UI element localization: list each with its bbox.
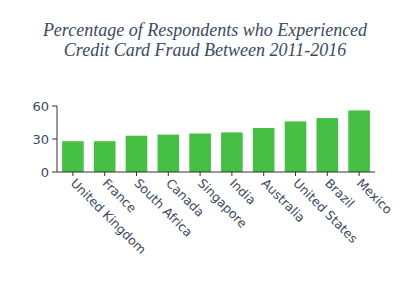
y-tick	[52, 172, 57, 173]
bar	[316, 118, 338, 172]
x-tick-label: Brazil	[322, 176, 357, 211]
chart-svg: Percentage of Respondents who Experience…	[0, 0, 400, 300]
x-tick	[295, 172, 296, 176]
bar	[221, 132, 243, 172]
x-tick-label: United States	[290, 176, 360, 246]
x-tick	[168, 172, 169, 176]
x-tick	[327, 172, 328, 176]
x-tick	[200, 172, 201, 176]
x-tick	[136, 172, 137, 176]
x-tick	[263, 172, 264, 176]
bar	[62, 141, 84, 172]
x-tick	[231, 172, 232, 176]
bar	[253, 128, 275, 172]
bars	[62, 110, 370, 172]
bar	[126, 136, 148, 172]
bar	[189, 134, 211, 173]
x-tick	[72, 172, 73, 176]
y-tick-label: 60	[32, 99, 49, 114]
y-tick-label: 0	[41, 165, 49, 180]
bar	[157, 135, 179, 172]
bar	[348, 110, 370, 172]
chart-container: Percentage of Respondents who Experience…	[0, 0, 400, 300]
bar	[285, 121, 307, 172]
bar	[94, 141, 116, 172]
y-tick-label: 30	[32, 132, 49, 147]
x-tick-label: Mexico	[354, 176, 395, 217]
y-tick	[52, 139, 57, 140]
title: Percentage of Respondents who Experience…	[42, 20, 368, 60]
x-tick	[104, 172, 105, 176]
x-tick	[359, 172, 360, 176]
y-tick	[52, 106, 57, 107]
x-tick-label: France	[100, 176, 140, 216]
x-tick-label: India	[227, 176, 259, 208]
